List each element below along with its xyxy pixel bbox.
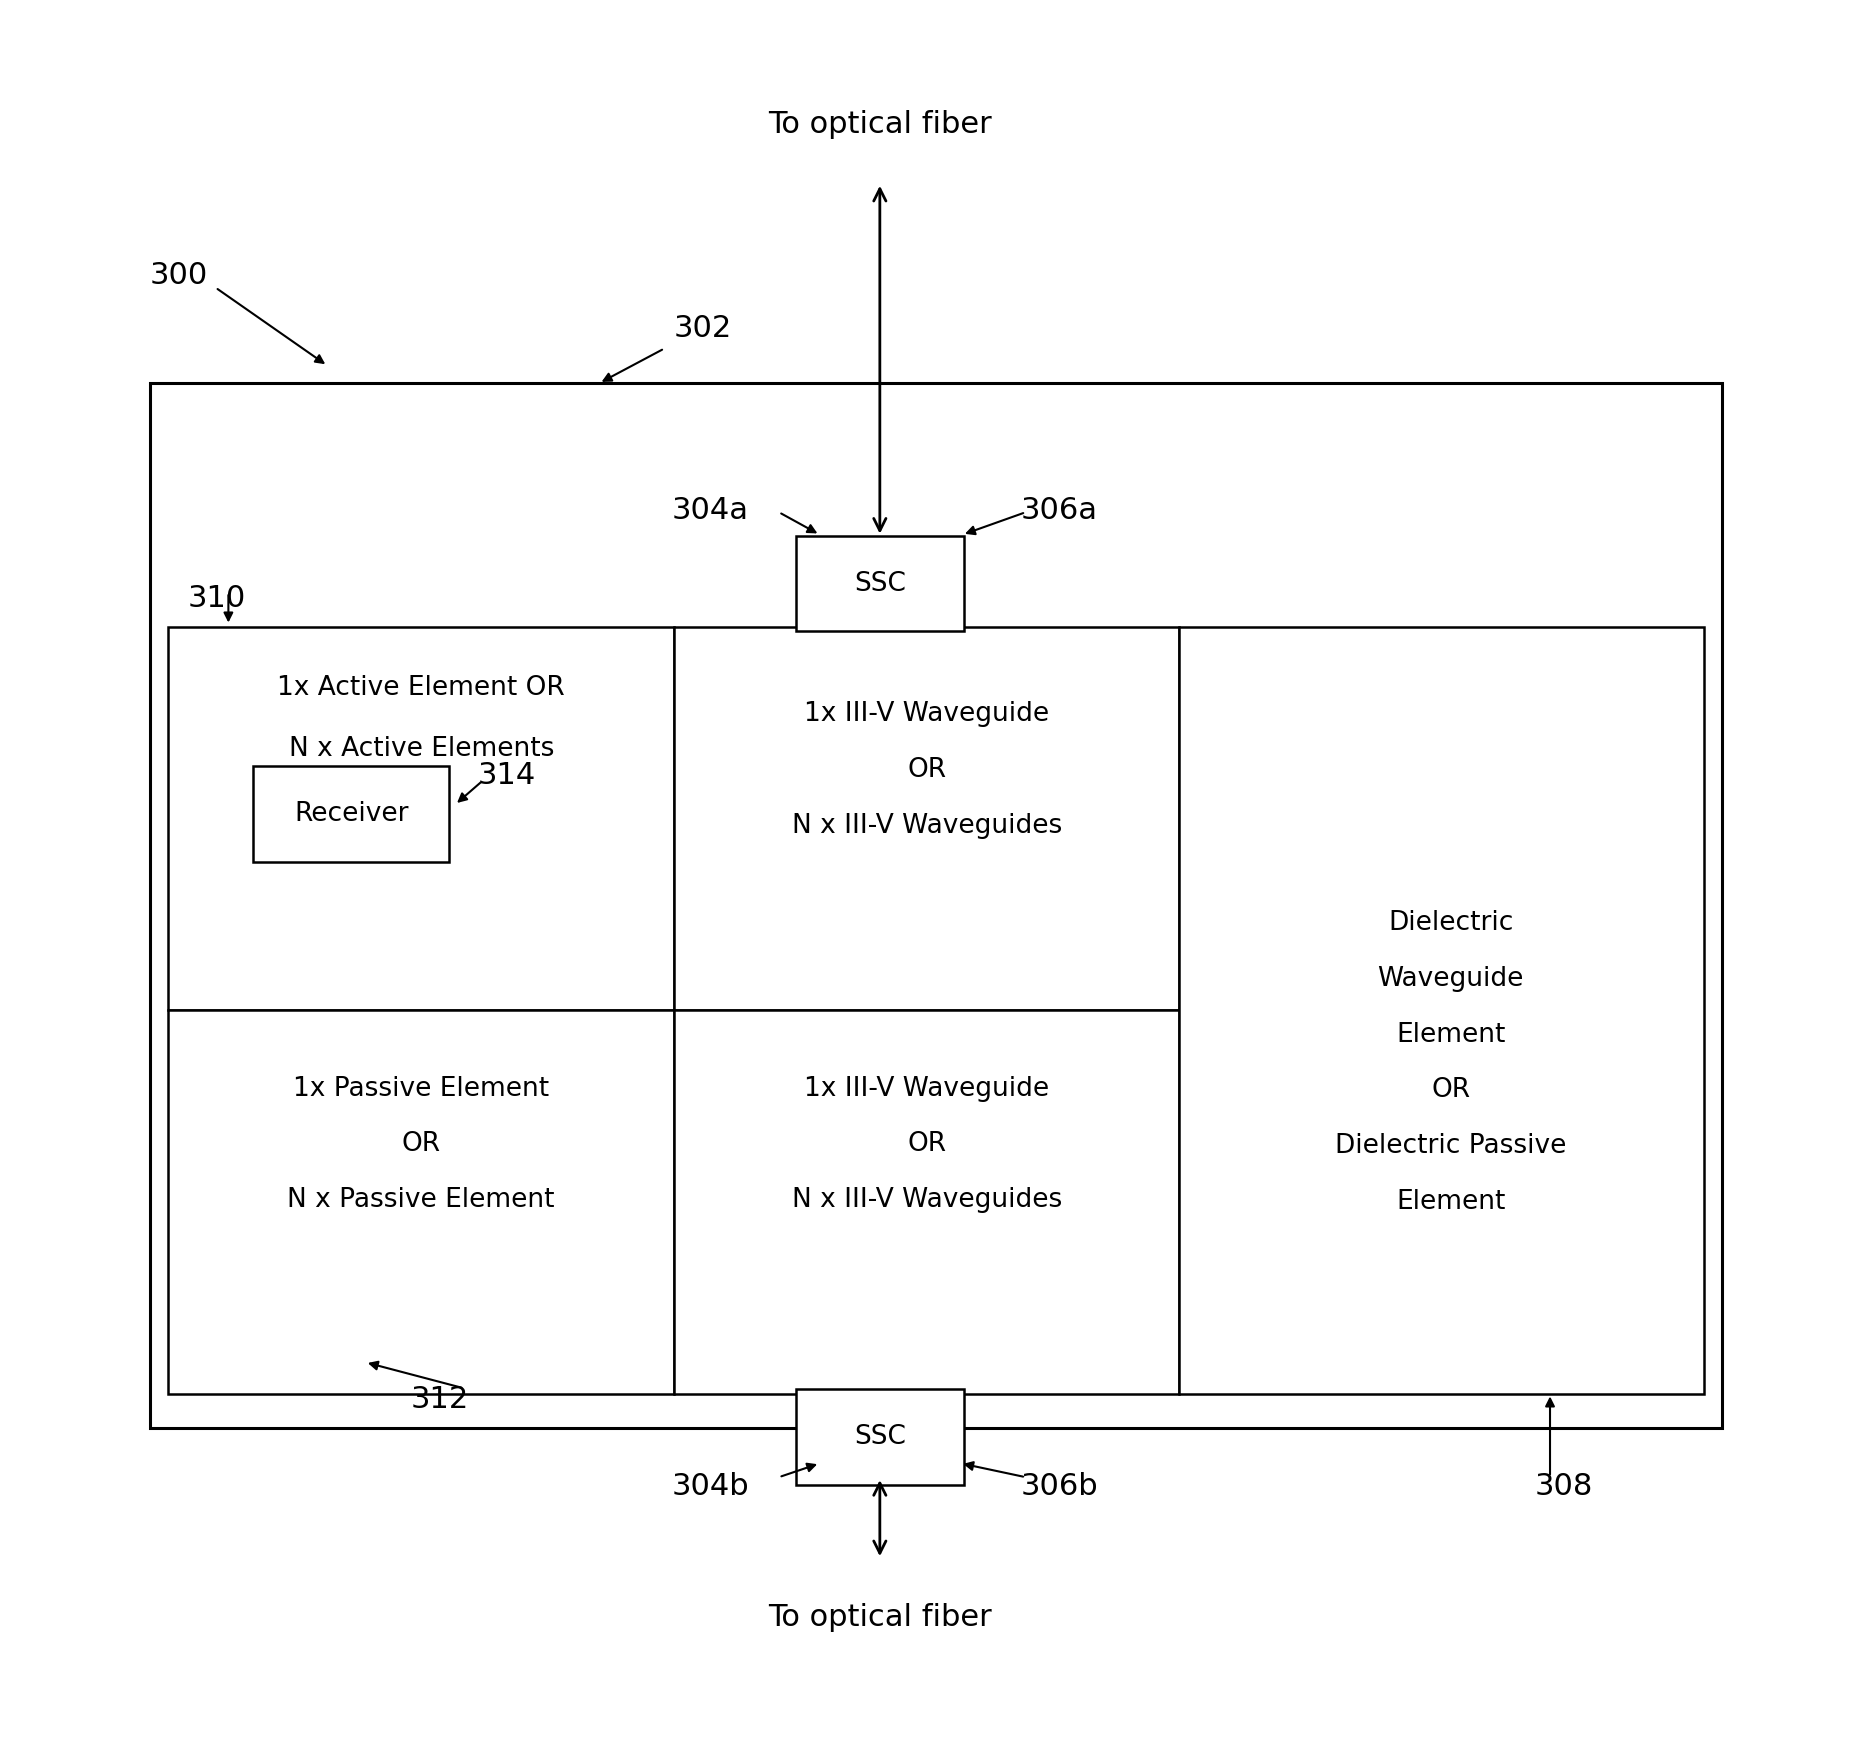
Text: 312: 312 (410, 1385, 470, 1415)
Text: OR: OR (1432, 1078, 1470, 1103)
Text: Dielectric Passive: Dielectric Passive (1335, 1134, 1567, 1158)
Text: 308: 308 (1535, 1472, 1593, 1502)
Text: N x III-V Waveguides: N x III-V Waveguides (792, 1188, 1061, 1212)
Text: 306a: 306a (1020, 496, 1097, 526)
Text: Element: Element (1397, 1190, 1505, 1214)
Text: Element: Element (1397, 1023, 1505, 1047)
Text: 1x Passive Element: 1x Passive Element (294, 1077, 548, 1101)
Text: N x Active Elements: N x Active Elements (288, 737, 554, 761)
FancyBboxPatch shape (1179, 627, 1704, 1394)
Text: N x Passive Element: N x Passive Element (288, 1188, 554, 1212)
Text: OR: OR (908, 1132, 945, 1157)
Text: Dielectric: Dielectric (1389, 911, 1513, 935)
Text: 1x Active Element OR: 1x Active Element OR (277, 676, 565, 700)
Text: SSC: SSC (854, 1425, 906, 1449)
Text: Waveguide: Waveguide (1378, 967, 1524, 991)
FancyBboxPatch shape (674, 627, 1179, 1010)
Text: 304a: 304a (672, 496, 749, 526)
Text: 314: 314 (477, 761, 535, 789)
Text: SSC: SSC (854, 571, 906, 596)
Text: 1x III-V Waveguide: 1x III-V Waveguide (805, 702, 1048, 726)
FancyBboxPatch shape (168, 627, 674, 1010)
Text: OR: OR (402, 1132, 440, 1157)
Text: 300: 300 (150, 261, 208, 291)
FancyBboxPatch shape (150, 383, 1722, 1428)
Text: 306b: 306b (1020, 1472, 1097, 1502)
Text: 1x III-V Waveguide: 1x III-V Waveguide (805, 1077, 1048, 1101)
Text: Receiver: Receiver (294, 801, 410, 826)
FancyBboxPatch shape (253, 766, 449, 862)
FancyBboxPatch shape (796, 537, 964, 631)
Text: 302: 302 (674, 314, 732, 343)
Text: To optical fiber: To optical fiber (768, 1603, 992, 1632)
FancyBboxPatch shape (168, 1010, 674, 1394)
FancyBboxPatch shape (674, 1010, 1179, 1394)
Text: 304b: 304b (672, 1472, 749, 1502)
FancyBboxPatch shape (796, 1390, 964, 1484)
Text: To optical fiber: To optical fiber (768, 110, 992, 139)
Text: N x III-V Waveguides: N x III-V Waveguides (792, 814, 1061, 838)
Text: 310: 310 (187, 584, 245, 613)
Text: OR: OR (908, 758, 945, 782)
